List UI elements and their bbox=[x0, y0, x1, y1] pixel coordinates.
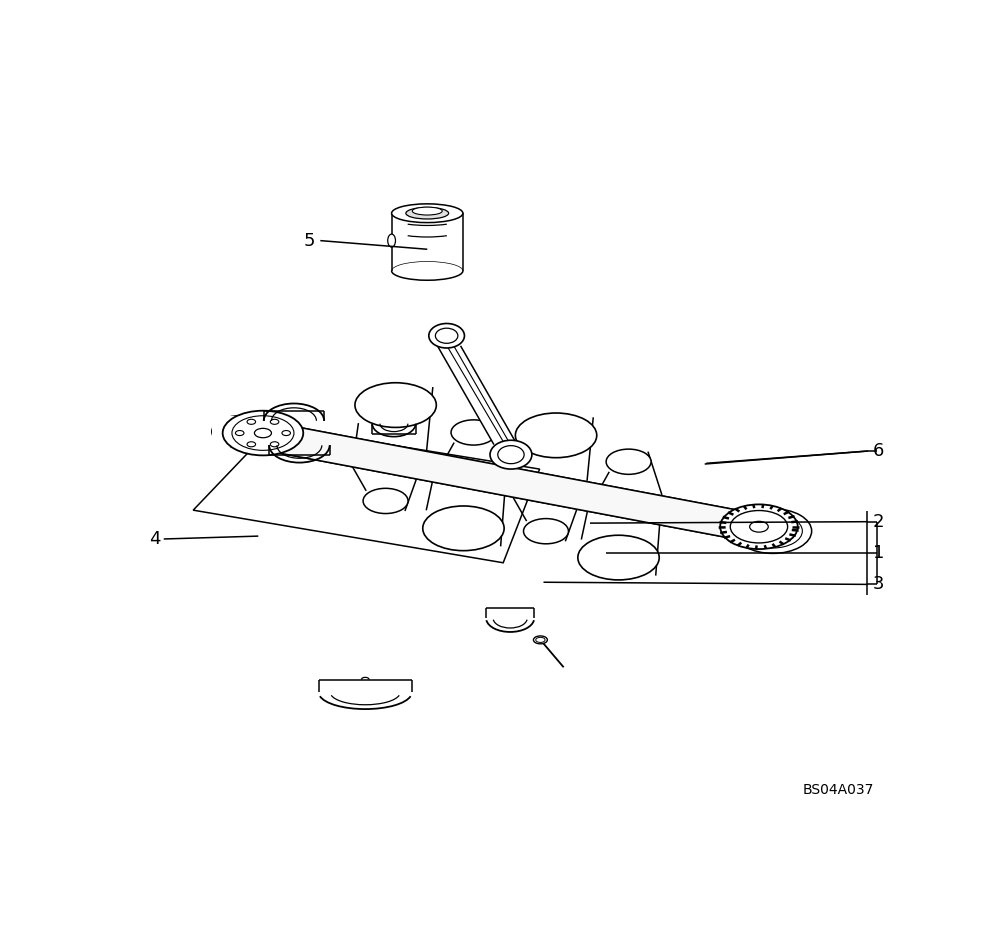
Ellipse shape bbox=[270, 442, 279, 446]
Text: 6: 6 bbox=[873, 442, 884, 461]
Ellipse shape bbox=[406, 208, 449, 219]
Ellipse shape bbox=[423, 506, 504, 550]
Ellipse shape bbox=[734, 509, 812, 553]
Ellipse shape bbox=[533, 636, 547, 644]
Ellipse shape bbox=[392, 204, 463, 223]
Ellipse shape bbox=[515, 413, 597, 458]
Ellipse shape bbox=[355, 383, 436, 428]
Text: 4: 4 bbox=[149, 530, 160, 548]
Ellipse shape bbox=[363, 489, 408, 514]
Ellipse shape bbox=[451, 420, 496, 446]
Ellipse shape bbox=[254, 429, 271, 438]
Ellipse shape bbox=[232, 416, 294, 450]
Ellipse shape bbox=[282, 431, 290, 435]
Ellipse shape bbox=[270, 419, 279, 424]
Ellipse shape bbox=[412, 207, 442, 215]
Ellipse shape bbox=[730, 510, 788, 543]
Ellipse shape bbox=[435, 329, 458, 344]
Ellipse shape bbox=[429, 324, 464, 348]
Text: 1: 1 bbox=[873, 545, 884, 563]
Text: 3: 3 bbox=[873, 576, 884, 593]
Ellipse shape bbox=[247, 419, 256, 424]
Text: BS04A037: BS04A037 bbox=[803, 783, 874, 797]
Ellipse shape bbox=[578, 535, 659, 580]
Ellipse shape bbox=[212, 416, 268, 447]
Ellipse shape bbox=[490, 440, 532, 469]
Ellipse shape bbox=[743, 514, 802, 548]
Polygon shape bbox=[247, 418, 767, 544]
Ellipse shape bbox=[606, 449, 651, 475]
Ellipse shape bbox=[524, 519, 568, 544]
Ellipse shape bbox=[388, 234, 395, 247]
Ellipse shape bbox=[720, 505, 798, 549]
Polygon shape bbox=[436, 343, 519, 447]
Text: 2: 2 bbox=[873, 513, 884, 531]
Polygon shape bbox=[247, 418, 767, 544]
Polygon shape bbox=[212, 416, 275, 447]
Ellipse shape bbox=[247, 442, 256, 446]
Ellipse shape bbox=[223, 411, 303, 456]
Polygon shape bbox=[392, 213, 463, 271]
Ellipse shape bbox=[750, 521, 768, 533]
Ellipse shape bbox=[498, 446, 524, 463]
Text: 5: 5 bbox=[304, 231, 315, 250]
Ellipse shape bbox=[235, 431, 244, 435]
